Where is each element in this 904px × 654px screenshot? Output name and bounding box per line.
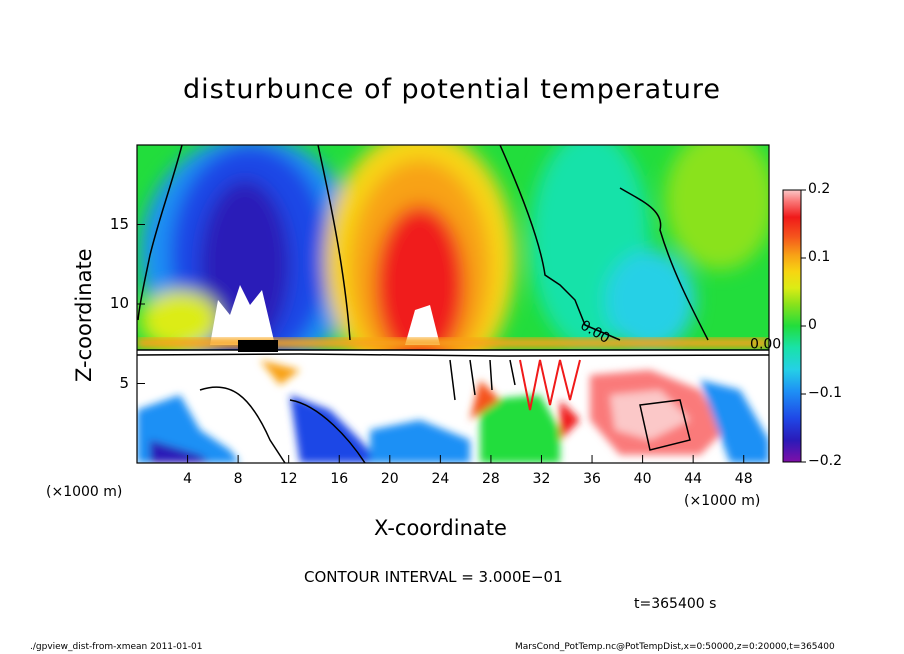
colorbar-ticks: [801, 189, 806, 463]
x-tick-label: 32: [532, 471, 551, 487]
y-tick-label: 10: [109, 294, 129, 312]
colorbar-tick-label: 0.2: [808, 181, 831, 197]
x-tick-label: 44: [684, 471, 703, 487]
footer-right: MarsCond_PotTemp.nc@PotTempDist,x=0:5000…: [515, 642, 835, 652]
x-unit-label-left: (×1000 m): [46, 484, 123, 500]
colorbar-tick-label: −0.1: [808, 385, 842, 401]
x-tick-label: 48: [734, 471, 753, 487]
footer-left: ./gpview_dist-from-xmean 2011-01-01: [30, 642, 203, 652]
x-tick-label: 36: [583, 471, 601, 487]
colorbar-tick-label: −0.2: [808, 453, 842, 469]
contour-label: 0.00: [750, 337, 781, 353]
chart-title: disturbunce of potential temperature: [183, 74, 721, 105]
y-ticks: [137, 224, 145, 384]
x-ticks: [187, 455, 745, 463]
contour-interval: CONTOUR INTERVAL = 3.000E−01: [304, 568, 563, 586]
heatmap-field: [137, 145, 769, 463]
y-axis-label: Z-coordinate: [72, 248, 96, 382]
y-tick-label: 5: [119, 373, 129, 392]
colorbar: [782, 189, 802, 463]
x-tick-label: 40: [633, 471, 652, 487]
time-stamp: t=365400 s: [634, 596, 717, 612]
x-tick-label: 8: [233, 471, 243, 487]
x-unit-label-right: (×1000 m): [684, 493, 761, 509]
x-tick-label: 12: [279, 471, 298, 487]
colorbar-tick-label: 0: [808, 317, 817, 333]
x-axis-label: X-coordinate: [374, 516, 507, 540]
x-tick-label: 16: [330, 471, 349, 487]
x-tick-label: 20: [380, 471, 399, 487]
y-tick-label: 15: [109, 214, 129, 233]
x-tick-label: 24: [431, 471, 450, 487]
colorbar-tick-label: 0.1: [808, 249, 831, 265]
x-tick-label: 28: [481, 471, 500, 487]
x-tick-label: 4: [183, 471, 192, 487]
